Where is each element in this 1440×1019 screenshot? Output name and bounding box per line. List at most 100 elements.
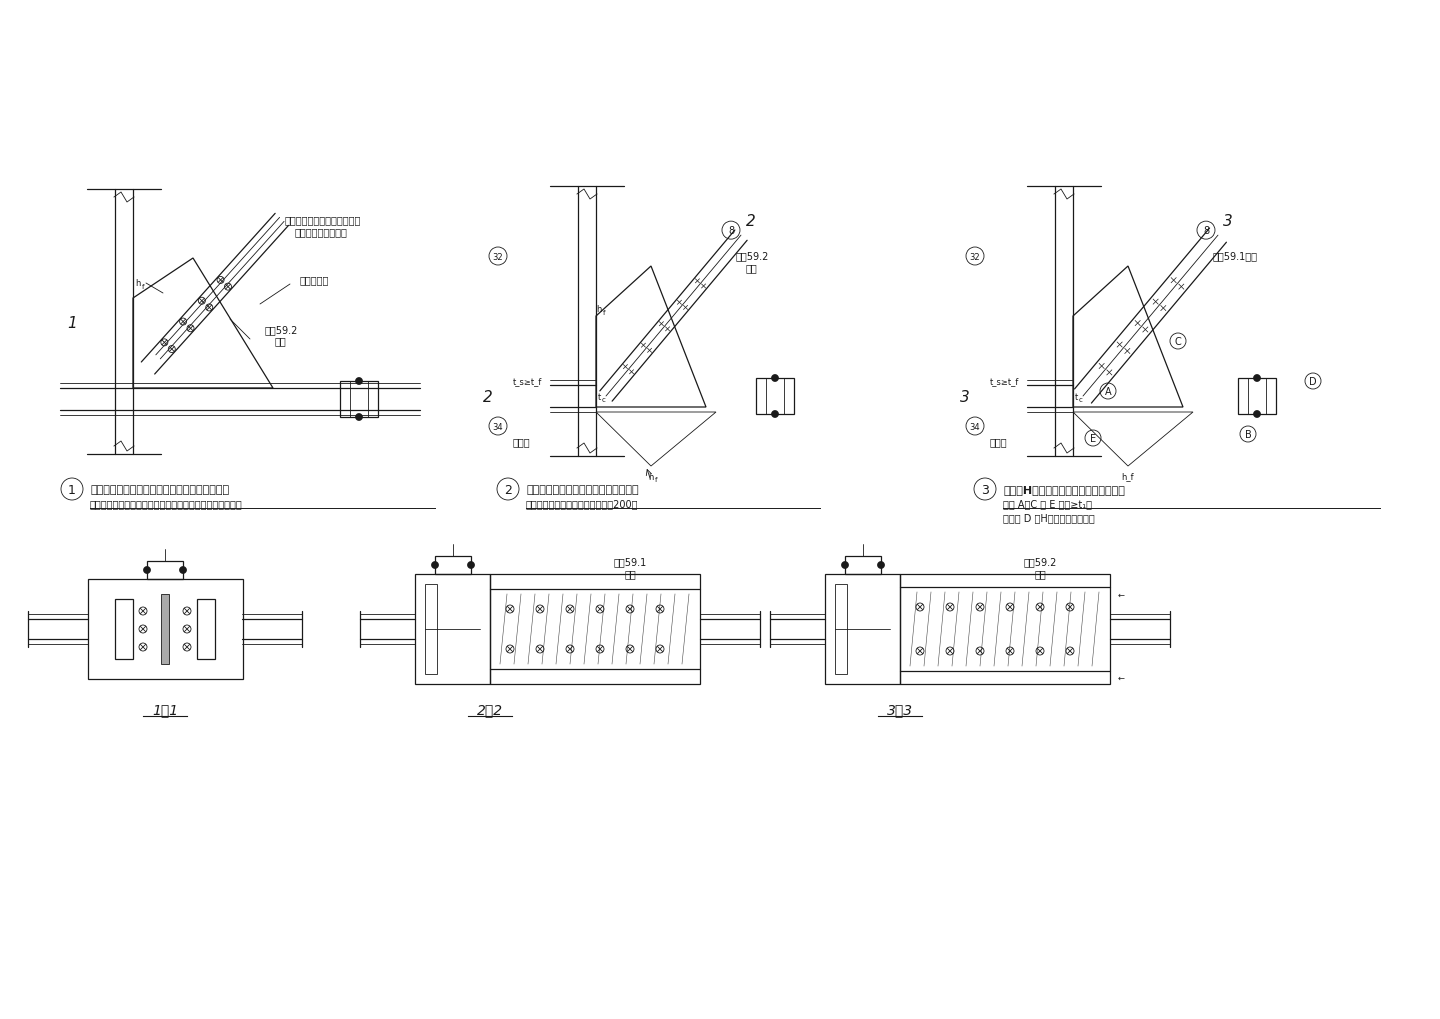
Text: 按表59.2: 按表59.2 (736, 251, 769, 261)
Text: 斜杆为双槽钢或双角钢组合截面与节点板的连接: 斜杆为双槽钢或双角钢组合截面与节点板的连接 (91, 484, 229, 494)
Text: t: t (1076, 392, 1079, 401)
Bar (147, 561, 183, 580)
Circle shape (657, 605, 664, 613)
Text: 设置: 设置 (746, 263, 757, 273)
Circle shape (1007, 603, 1014, 611)
Circle shape (1035, 647, 1044, 655)
Text: 按表59.2: 按表59.2 (1024, 556, 1057, 567)
Bar (415, 575, 490, 685)
Text: 架号 A～C 及 E 板厚≥t₁；: 架号 A～C 及 E 板厚≥t₁； (1004, 498, 1092, 508)
Bar (835, 585, 847, 675)
Bar (197, 599, 215, 659)
Text: 3: 3 (960, 389, 971, 405)
Text: 斜杆为工字形钢与工字形悬臂杆的连接: 斜杆为工字形钢与工字形悬臂杆的连接 (526, 484, 638, 494)
Circle shape (432, 561, 439, 569)
Circle shape (199, 298, 206, 305)
Text: （注：斜杆中的圆篦半径不得小于200）: （注：斜杆中的圆篦半径不得小于200） (526, 498, 638, 508)
Text: 8: 8 (1202, 226, 1210, 236)
Bar (340, 382, 379, 418)
Text: t_s≥t_f: t_s≥t_f (513, 377, 543, 386)
Circle shape (356, 414, 363, 421)
Circle shape (505, 605, 514, 613)
Circle shape (976, 647, 984, 655)
Circle shape (468, 561, 475, 569)
Text: （组合角钢只宜用于承抗震波折结构中波受拉设计的斜杆）: （组合角钢只宜用于承抗震波折结构中波受拉设计的斜杆） (91, 498, 243, 508)
Bar (435, 556, 471, 575)
Circle shape (183, 626, 192, 634)
Bar (115, 599, 132, 659)
Circle shape (206, 305, 213, 312)
Text: 按表59.1: 按表59.1 (613, 556, 647, 567)
Circle shape (626, 645, 634, 653)
Circle shape (1253, 411, 1260, 418)
Bar (825, 575, 900, 685)
Circle shape (946, 603, 955, 611)
Text: 架件号 D 为H型钢，同斜杆截面: 架件号 D 为H型钢，同斜杆截面 (1004, 513, 1094, 523)
Text: 34: 34 (969, 422, 981, 431)
Text: 3－3: 3－3 (887, 702, 913, 716)
Text: C: C (1175, 336, 1181, 346)
Text: c: c (1079, 396, 1083, 403)
Text: 34: 34 (492, 422, 504, 431)
Text: 设置: 设置 (1034, 569, 1045, 579)
Text: h: h (648, 472, 654, 481)
Circle shape (1066, 603, 1074, 611)
Text: ←: ← (1117, 673, 1125, 682)
Text: A: A (1104, 386, 1112, 396)
Text: 将组合角钢的第一列螺栓规线: 将组合角钢的第一列螺栓规线 (285, 215, 361, 225)
Circle shape (1066, 647, 1074, 655)
Circle shape (1253, 375, 1260, 382)
Text: 斜杆工作线: 斜杆工作线 (300, 275, 330, 284)
Circle shape (536, 605, 544, 613)
Text: 32: 32 (492, 253, 504, 261)
Text: 2: 2 (746, 213, 756, 228)
Circle shape (140, 607, 147, 615)
Text: f: f (655, 477, 657, 483)
Circle shape (596, 605, 603, 613)
Circle shape (566, 645, 575, 653)
Circle shape (168, 346, 176, 354)
Text: 设置: 设置 (275, 335, 287, 345)
Text: 斜杆为H型钢与工字形悬臂杆的转换连接: 斜杆为H型钢与工字形悬臂杆的转换连接 (1004, 484, 1125, 494)
Text: 1: 1 (68, 315, 76, 330)
Circle shape (187, 325, 194, 332)
Circle shape (976, 603, 984, 611)
Circle shape (657, 645, 664, 653)
Circle shape (180, 319, 187, 326)
Bar (425, 585, 436, 675)
Bar (756, 379, 793, 415)
Bar (1238, 379, 1276, 415)
Text: 参表59.2: 参表59.2 (265, 325, 298, 334)
Circle shape (877, 561, 884, 569)
Circle shape (225, 284, 232, 290)
Circle shape (505, 645, 514, 653)
Text: 2: 2 (484, 389, 492, 405)
Circle shape (183, 607, 192, 615)
Text: 按表59.1设置: 按表59.1设置 (1212, 251, 1259, 261)
Circle shape (161, 339, 168, 346)
Text: f: f (141, 283, 144, 289)
Text: D: D (1309, 377, 1316, 386)
Circle shape (1007, 647, 1014, 655)
Text: t: t (598, 392, 602, 401)
Circle shape (566, 605, 575, 613)
Circle shape (596, 645, 603, 653)
Text: h_f: h_f (1122, 472, 1135, 481)
Circle shape (183, 643, 192, 651)
Text: 2－2: 2－2 (477, 702, 503, 716)
Circle shape (536, 645, 544, 653)
Text: 置于斜杆的工作线上: 置于斜杆的工作线上 (295, 227, 348, 236)
Text: 设置: 设置 (624, 569, 636, 579)
Text: 3: 3 (1223, 213, 1233, 228)
Circle shape (1035, 603, 1044, 611)
Text: 电渣焊: 电渣焊 (991, 436, 1008, 446)
Circle shape (916, 603, 924, 611)
Circle shape (140, 626, 147, 634)
Text: 电渣焊: 电渣焊 (513, 436, 530, 446)
Circle shape (772, 375, 779, 382)
Text: E: E (1090, 433, 1096, 443)
Bar (900, 575, 1110, 685)
Circle shape (217, 277, 225, 284)
Text: t_s≥t_f: t_s≥t_f (991, 377, 1020, 386)
Text: 32: 32 (969, 253, 981, 261)
